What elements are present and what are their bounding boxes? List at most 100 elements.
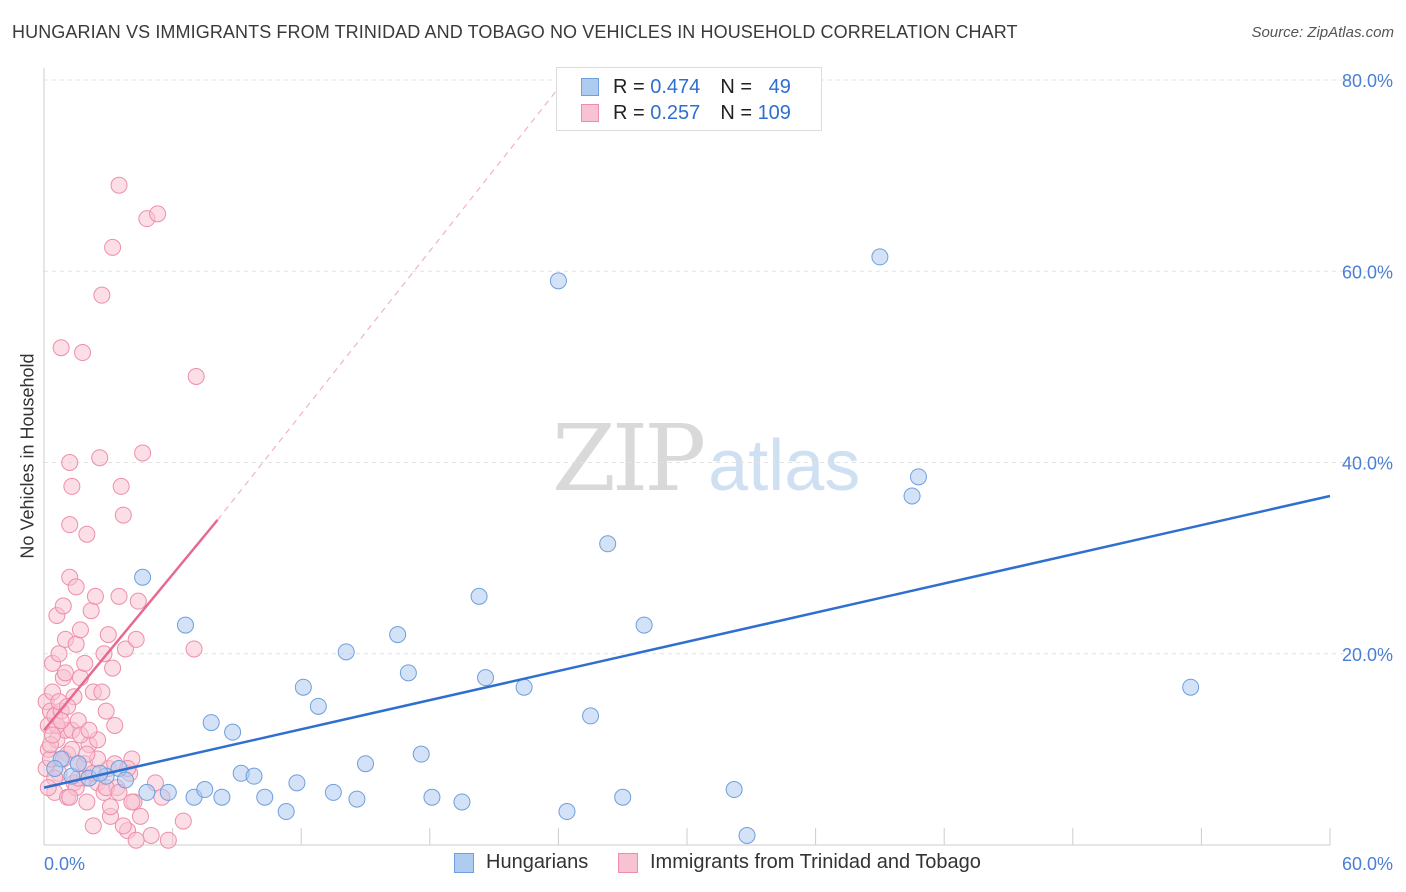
trinidad-point (71, 621, 89, 639)
hungarian-point (635, 616, 653, 634)
trinidad-point (67, 635, 85, 653)
hungarian-point (871, 248, 889, 266)
legend-row-trinidad: R = 0.257 N = 109 (581, 101, 791, 125)
trinidad-point (78, 525, 96, 543)
hungarian-point (138, 783, 156, 801)
y-tick-label: 40.0% (1342, 454, 1393, 474)
legend-swatch-blue (581, 78, 599, 96)
trinidad-trendline-extension (217, 79, 566, 521)
hungarian-point (357, 755, 374, 773)
hungarian-point (288, 774, 306, 792)
watermark-atlas: atlas (708, 426, 861, 506)
watermark-zip: ZIP (552, 405, 706, 512)
trinidad-point (127, 630, 145, 648)
legend-label: Immigrants from Trinidad and Tobago (650, 851, 981, 873)
hungarian-point (423, 788, 441, 806)
trinidad-point (78, 793, 96, 811)
trinidad-point (101, 798, 119, 816)
trinidad-point (86, 587, 104, 605)
hungarian-point (477, 669, 495, 687)
trinidad-point (59, 697, 77, 715)
hungarian-point (196, 781, 214, 799)
hungarian-point (116, 771, 134, 789)
trinidad-point (44, 726, 62, 744)
trinidad-point (97, 702, 115, 720)
trinidad-point (93, 683, 111, 701)
trinidad-point (131, 807, 149, 825)
hungarian-point (202, 714, 220, 732)
legend-row-hungarians: R = 0.474 N = 49 (581, 75, 791, 99)
trinidad-point (61, 454, 79, 471)
hungarian-point (558, 803, 576, 821)
trinidad-point (80, 721, 98, 739)
legend-label: Hungarians (486, 851, 589, 873)
hungarian-point (256, 788, 274, 806)
x-tick-label: 60.0% (1342, 854, 1393, 874)
hungarian-point (213, 788, 231, 806)
trinidad-point (99, 626, 117, 644)
trinidad-point (104, 238, 122, 256)
y-tick-label: 20.0% (1342, 645, 1393, 665)
trinidad-point (63, 477, 81, 495)
source-credit: Source: ZipAtlas.com (1251, 24, 1394, 41)
hungarian-point (224, 723, 242, 741)
trinidad-point (116, 640, 134, 658)
hungarian-point (725, 781, 743, 799)
trinidad-point (134, 444, 152, 462)
trinidad-point (185, 640, 203, 658)
trinidad-point (114, 506, 132, 524)
trinidad-point (149, 205, 167, 223)
hungarian-point (176, 616, 194, 634)
trinidad-point (95, 645, 113, 663)
legend-swatch-pink (581, 104, 599, 122)
y-axis-label: No Vehicles in Household (17, 353, 38, 559)
trinidad-point (123, 793, 141, 811)
trinidad-point (174, 812, 192, 830)
trinidad-point (50, 645, 68, 663)
trinidad-point (114, 817, 132, 835)
hungarian-point (348, 790, 366, 808)
trinidad-point (187, 367, 205, 385)
trinidad-point (52, 339, 70, 357)
x-tick-label: 0.0% (44, 854, 85, 874)
hungarian-point (277, 803, 295, 821)
trinidad-trendline (43, 519, 219, 732)
y-tick-label: 80.0% (1342, 71, 1393, 91)
trinidad-point (61, 516, 79, 534)
trinidad-point (76, 654, 94, 672)
trinidad-point (84, 817, 102, 835)
hungarian-point (294, 678, 312, 696)
legend-n-label: N = (720, 75, 752, 98)
chart-title: HUNGARIAN VS IMMIGRANTS FROM TRINIDAD AN… (12, 22, 1018, 42)
hungarian-point (134, 568, 152, 586)
hungarian-point (470, 587, 488, 605)
legend-r-label: R = (613, 101, 645, 124)
trinidad-point (127, 831, 145, 849)
trinidad-point (91, 449, 109, 467)
hungarian-point (599, 535, 617, 553)
legend-r-label: R = (613, 75, 645, 98)
trinidad-point (104, 659, 122, 677)
hungarian-point (69, 755, 87, 773)
trinidad-point (54, 597, 72, 615)
legend-r-value: 0.474 (650, 75, 701, 98)
trinidad-point (129, 592, 147, 610)
hungarian-point (337, 643, 355, 661)
hungarian-point (324, 783, 342, 801)
hungarian-point (46, 760, 64, 777)
watermark: ZIPatlas (552, 405, 860, 512)
hungarian-point (903, 487, 921, 505)
hungarian-point (549, 272, 567, 290)
hungarian-point (399, 664, 417, 682)
trinidad-point (82, 602, 100, 620)
trinidad-point (159, 831, 177, 849)
hungarian-point (738, 826, 756, 844)
legend-item-trinidad: Immigrants from Trinidad and Tobago (618, 851, 981, 874)
legend-n-value: 49 (768, 75, 791, 98)
hungarian-point (309, 697, 327, 715)
legend-item-hungarians: Hungarians (454, 851, 588, 874)
legend-swatch-pink (618, 852, 638, 873)
correlation-legend: R = 0.474 N = 49 R = 0.257 N = 109 (556, 67, 822, 131)
hungarian-point (453, 793, 471, 811)
